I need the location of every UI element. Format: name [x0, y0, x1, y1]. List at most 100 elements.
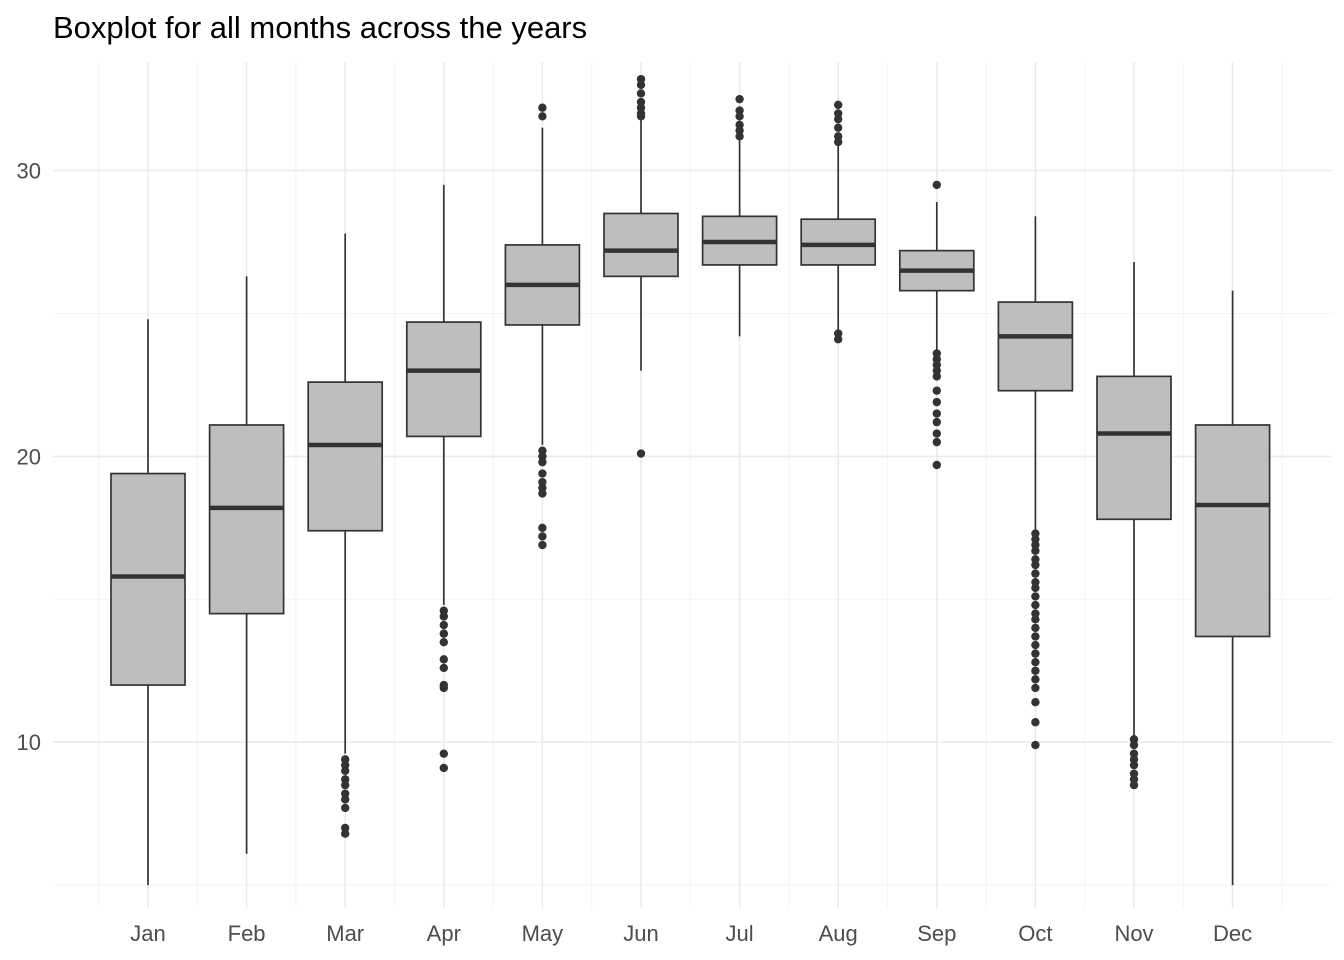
outlier-point [834, 100, 843, 110]
x-tick-label: Mar [326, 921, 364, 946]
outlier-point [439, 663, 448, 673]
outlier-point [439, 629, 448, 638]
box-iqr [1194, 424, 1271, 638]
outlier-point [636, 89, 646, 98]
outlier-point [1031, 615, 1040, 624]
outlier-point [1031, 658, 1040, 667]
y-tick-label: 10 [17, 730, 41, 755]
box-iqr [800, 218, 877, 266]
outlier-point [439, 655, 448, 664]
outlier-point [1031, 583, 1040, 593]
outlier-point [932, 460, 941, 470]
box-iqr [110, 472, 186, 686]
x-tick-label: Jun [623, 921, 658, 946]
outlier-point [1031, 546, 1040, 555]
x-tick-label: Aug [819, 921, 858, 946]
box-feb [208, 276, 285, 854]
outlier-point [932, 386, 941, 395]
outlier-point [1031, 683, 1040, 693]
box-may [504, 103, 581, 550]
box-iqr [1096, 375, 1172, 521]
outlier-point [834, 114, 843, 124]
outlier-point [439, 620, 448, 630]
outlier-point [932, 437, 941, 447]
outlier-point [439, 637, 448, 647]
outlier-point [1031, 675, 1040, 684]
outlier-point [538, 540, 547, 550]
outlier-point [1031, 649, 1040, 658]
mark-layer [110, 74, 1271, 886]
outlier-point [1031, 600, 1040, 610]
x-tick-label: Feb [228, 921, 266, 946]
outlier-point [341, 803, 350, 813]
outlier-point [439, 683, 448, 693]
outlier-point [538, 469, 547, 478]
outlier-point [636, 80, 646, 90]
outlier-point [341, 780, 350, 790]
chart-title: Boxplot for all months across the years [53, 10, 588, 45]
outlier-point [341, 795, 350, 804]
outlier-point [1031, 740, 1040, 750]
outlier-point [341, 829, 350, 838]
outlier-point [932, 180, 941, 190]
outlier-point [932, 397, 941, 407]
x-tick-label: Jul [726, 921, 754, 946]
outlier-point [439, 749, 448, 758]
outlier-point [1031, 632, 1040, 641]
outlier-point [735, 94, 744, 104]
outlier-point [538, 112, 547, 121]
box-iqr [405, 321, 482, 438]
outlier-point [834, 335, 843, 344]
outlier-point [1129, 740, 1139, 750]
box-iqr [307, 381, 384, 532]
outlier-point [932, 409, 941, 418]
x-tick-label: Apr [427, 921, 461, 946]
outlier-point [636, 449, 646, 458]
box-jun [603, 74, 679, 458]
x-tick-label: Jan [130, 921, 165, 946]
outlier-point [636, 112, 646, 121]
y-tick-label: 20 [17, 444, 41, 469]
outlier-point [1031, 698, 1040, 707]
box-sep [898, 180, 975, 470]
outlier-point [1031, 623, 1040, 633]
box-oct [997, 216, 1074, 750]
box-jan [110, 319, 186, 886]
axis-layer: 10 20 30 Jan Feb Mar Apr May Jun Jul Aug Sep Oct Nov D… [17, 159, 1253, 946]
box-mar [307, 233, 384, 838]
outlier-point [932, 417, 941, 427]
outlier-point [439, 612, 448, 621]
outlier-point [1031, 592, 1040, 601]
box-dec [1194, 290, 1271, 886]
x-tick-label: May [522, 921, 564, 946]
outlier-point [735, 112, 744, 121]
outlier-point [932, 429, 941, 438]
outlier-point [834, 123, 843, 132]
y-tick-label: 30 [17, 159, 41, 184]
outlier-point [1031, 718, 1040, 727]
box-apr [405, 184, 482, 773]
box-aug [800, 100, 877, 344]
outlier-point [834, 137, 843, 147]
x-tick-label: Nov [1114, 921, 1153, 946]
box-iqr [997, 301, 1074, 392]
box-iqr [208, 424, 285, 615]
outlier-point [1031, 640, 1040, 650]
box-jul [701, 94, 778, 337]
outlier-point [1031, 560, 1040, 570]
outlier-point [1129, 780, 1139, 790]
outlier-point [1129, 760, 1139, 770]
outlier-point [538, 523, 547, 533]
outlier-point [439, 763, 448, 773]
box-nov [1096, 262, 1172, 790]
outlier-point [1031, 569, 1040, 578]
outlier-point [735, 132, 744, 141]
outlier-point [538, 532, 547, 541]
outlier-point [538, 457, 547, 467]
box-iqr [603, 212, 679, 278]
outlier-point [1031, 666, 1040, 675]
outlier-point [932, 372, 941, 381]
outlier-point [538, 103, 547, 112]
x-tick-label: Oct [1018, 921, 1052, 946]
